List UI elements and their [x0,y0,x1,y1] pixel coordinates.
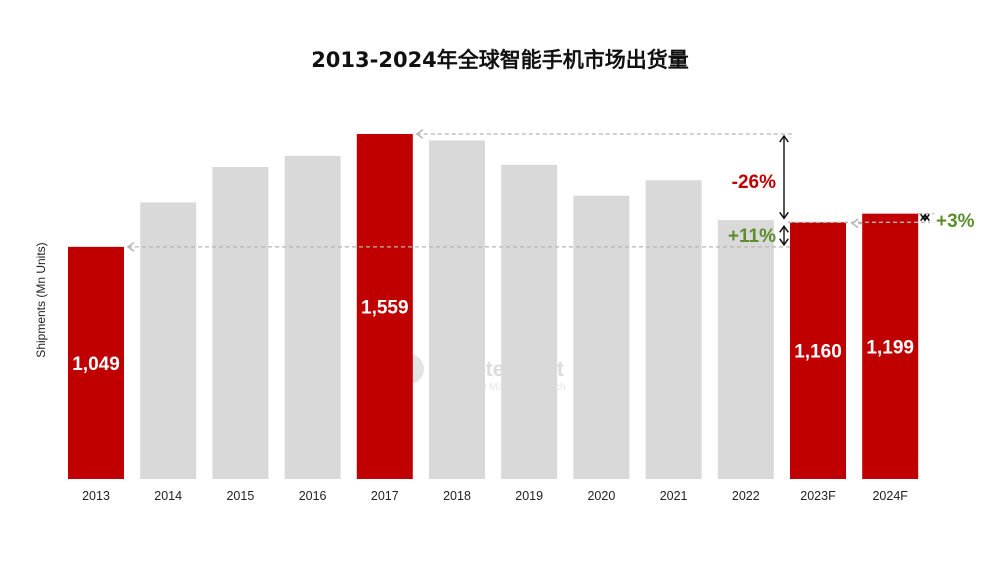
small-arrow-up-icon [920,213,930,222]
bar-2018 [429,140,485,479]
x-tick-2024F: 2024F [872,489,908,503]
x-tick-2022: 2022 [732,489,760,503]
guide-2024f-arrow-icon [850,218,859,229]
watermark-tagline: Technology Market Research [436,382,566,393]
x-tick-2019: 2019 [515,489,543,503]
bars: 1,049 1,559 1,160 1,199 [68,134,919,480]
x-tick-2015: 2015 [226,489,254,503]
decline-arrow-down-icon [779,211,789,220]
bar-2023F [790,222,846,479]
bar-2024F [862,213,919,480]
value-label-2023F: 1,160 [794,342,842,363]
guides [126,129,934,252]
value-label-2017: 1,559 [361,298,409,319]
bar-2017 [356,134,413,479]
chart-title: 2013-2024年全球智能手机市场出货量 [311,48,689,72]
x-tick-2021: 2021 [660,489,688,503]
guide-2017-arrow-icon [415,129,424,139]
bar-2020 [573,195,630,479]
x-ticks: 2013 2014 2015 2016 2017 2018 2019 2020 2021 2022… [82,489,908,503]
bar-2016 [284,155,341,480]
small-arrow-down-icon [920,213,930,222]
guide-2013-arrow-icon [126,241,135,252]
x-tick-2017: 2017 [371,489,399,503]
y-axis-label: Shipments (Mn Units) [34,242,48,357]
value-label-2024F: 1,199 [866,337,914,358]
x-tick-2014: 2014 [154,489,182,503]
x-tick-2023F: 2023F [800,489,836,503]
bar-2014 [140,202,197,479]
x-tick-2018: 2018 [443,489,471,503]
annotations: -26% +11% +3% [728,172,975,247]
bar-2021 [645,180,702,480]
annotation-growth-1: +11% [728,226,776,247]
annotation-growth-2: +3% [936,211,975,232]
decline-arrow-up-icon [779,134,789,143]
annotation-decline-0: -26% [732,172,776,193]
bar-2013 [68,246,124,479]
x-tick-2013: 2013 [82,489,110,503]
bar-2015 [212,166,269,479]
bar-2019 [501,164,558,479]
value-label-2013: 1,049 [72,354,120,375]
x-tick-2016: 2016 [299,489,327,503]
growth-arrow-down-icon [779,238,789,247]
growth-arrow-up-icon [779,225,789,233]
bar-2022 [717,220,774,479]
x-tick-2020: 2020 [587,489,615,503]
